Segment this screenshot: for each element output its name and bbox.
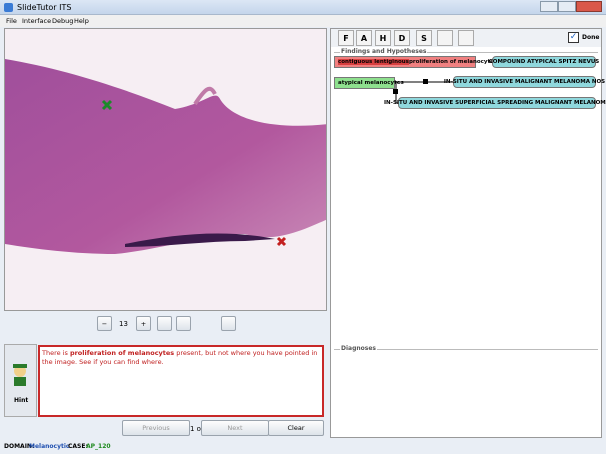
menu-item[interactable]: Help <box>74 17 89 25</box>
finding-node[interactable]: contiguous lentiginous proliferation of … <box>334 56 497 68</box>
hypothesis-node[interactable]: COMPOUND ATYPICAL SPITZ NEVUS <box>489 56 599 68</box>
title-bar: SlideTutor ITS <box>0 0 606 15</box>
finding-node[interactable]: atypical melanocytes <box>334 77 404 89</box>
menu-bar: File Interface Debug Help <box>0 15 606 27</box>
book-button[interactable] <box>458 30 474 46</box>
case-label: CASE: <box>68 443 88 450</box>
zoom-in-button[interactable]: + <box>136 316 151 331</box>
hint-label: Hint <box>14 397 29 404</box>
zoom-out-button[interactable]: − <box>97 316 112 331</box>
hint-panel[interactable]: Hint <box>4 344 37 417</box>
slide-viewer[interactable] <box>4 28 327 311</box>
toolbar-button[interactable]: A <box>356 30 372 46</box>
pan-button[interactable] <box>157 316 172 331</box>
feedback-text: present, but not where you have pointed … <box>42 349 318 366</box>
slide-button[interactable] <box>221 316 236 331</box>
domain-label: DOMAIN: <box>4 443 35 450</box>
feedback-text: There is <box>42 349 70 357</box>
case-value: AP_120 <box>86 443 111 450</box>
done-label: Done <box>582 34 600 41</box>
previous-button[interactable]: Previous <box>122 420 190 436</box>
menu-item[interactable]: File <box>6 17 17 25</box>
menu-item[interactable]: Interface <box>22 17 52 25</box>
node-label: proliferation of melanocytes <box>408 59 498 65</box>
status-bar: DOMAIN: Melanocytic CASE: AP_120 <box>0 439 606 454</box>
node-highlight: contiguous lentiginous <box>338 59 409 65</box>
toolbar-button[interactable]: H <box>375 30 391 46</box>
toolbar-button[interactable]: D <box>394 30 410 46</box>
toolbar-button[interactable]: S <box>416 30 432 46</box>
diagnoses-separator <box>334 349 598 350</box>
findings-title: Findings and Hypotheses <box>340 48 428 55</box>
toolbar-button[interactable]: F <box>338 30 354 46</box>
domain-value: Melanocytic <box>29 443 70 450</box>
maximize-button[interactable] <box>558 1 576 12</box>
delete-button[interactable] <box>437 30 453 46</box>
feedback-emphasis: proliferation of melanocytes <box>69 349 175 357</box>
minimize-button[interactable] <box>540 1 558 12</box>
menu-item[interactable]: Debug <box>52 17 74 25</box>
page-indicator: 1 of 1 <box>189 425 211 433</box>
window-title: SlideTutor ITS <box>17 3 72 12</box>
fit-button[interactable] <box>176 316 191 331</box>
next-button[interactable]: Next <box>201 420 269 436</box>
close-button[interactable] <box>576 1 602 12</box>
zoom-level: 13 <box>119 320 128 328</box>
feedback-box: There is proliferation of melanocytes pr… <box>38 345 324 417</box>
diagnoses-title: Diagnoses <box>340 345 377 352</box>
app-icon <box>4 3 13 12</box>
right-pane <box>330 28 602 438</box>
hypothesis-node[interactable]: IN-SITU AND INVASIVE MALIGNANT MELANOMA … <box>444 76 605 88</box>
tutor-icon <box>13 364 27 386</box>
slide-image <box>5 59 326 254</box>
findings-separator <box>334 52 598 53</box>
done-check[interactable]: ✓ <box>568 32 579 43</box>
clear-button[interactable]: Clear <box>268 420 324 436</box>
hypothesis-node[interactable]: IN-SITU AND INVASIVE SUPERFICIAL SPREADI… <box>384 97 606 109</box>
